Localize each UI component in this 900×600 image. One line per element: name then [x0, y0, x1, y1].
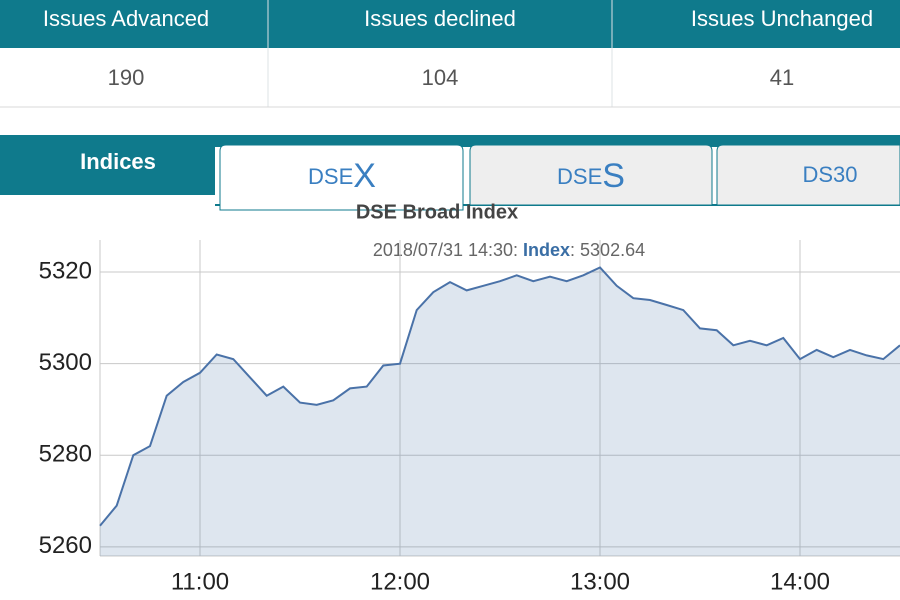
header-cell: Issues Unchanged — [691, 6, 873, 31]
tooltip-series: Index — [523, 240, 570, 260]
indices-title: Indices — [80, 149, 156, 174]
tab-label[interactable]: DS30 — [802, 162, 857, 187]
header-cell: Issues declined — [364, 6, 516, 31]
tab-label-text[interactable]: DSE — [308, 164, 353, 189]
area-fill — [100, 267, 900, 556]
header-cell: Issues Advanced — [43, 6, 209, 31]
tooltip-value: : 5302.64 — [570, 240, 645, 260]
indices-header — [0, 135, 215, 195]
y-tick-label: 5300 — [39, 349, 92, 376]
y-tick-label: 5280 — [39, 441, 92, 468]
x-tick-label: 14:00 — [770, 568, 830, 595]
tab-label[interactable]: DSES — [557, 157, 625, 195]
tab-label-suffix[interactable]: X — [353, 157, 376, 195]
tab-label-suffix[interactable]: S — [602, 157, 625, 195]
tab-label[interactable]: DSEX — [308, 157, 376, 195]
table-header — [0, 0, 900, 48]
value-cell: 104 — [422, 65, 459, 90]
y-tick-label: 5260 — [39, 532, 92, 559]
x-tick-label: 12:00 — [370, 568, 430, 595]
y-tick-label: 5320 — [39, 257, 92, 284]
value-cell: 190 — [108, 65, 145, 90]
tooltip-time: 2018/07/31 14:30: — [373, 240, 523, 260]
chart-title: DSE Broad Index — [356, 201, 518, 223]
chart-tooltip: 2018/07/31 14:30: Index: 5302.64 — [373, 240, 645, 260]
tab-label-text[interactable]: DSE — [557, 164, 602, 189]
tab-strip — [0, 135, 900, 147]
x-tick-label: 13:00 — [570, 568, 630, 595]
tab[interactable] — [469, 144, 713, 206]
line — [99, 266, 900, 527]
tab[interactable] — [219, 144, 464, 211]
value-cell: 41 — [770, 65, 794, 90]
tab[interactable] — [716, 144, 900, 206]
x-tick-label: 11:00 — [171, 568, 229, 595]
